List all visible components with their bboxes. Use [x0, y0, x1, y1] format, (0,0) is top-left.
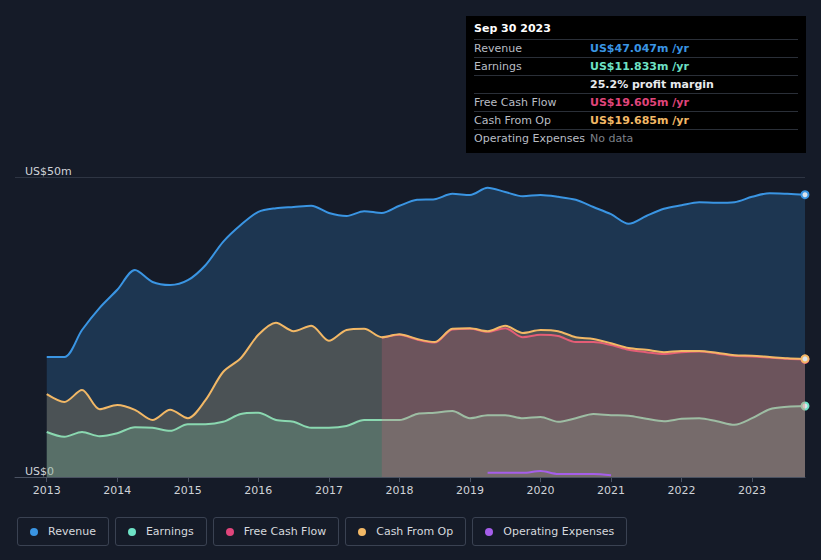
- html-text:Revenue: Revenue: [48, 525, 96, 538]
- svg-text:2020: 2020: [526, 484, 554, 497]
- svg-text:2017: 2017: [315, 484, 343, 497]
- svg-text:2016: 2016: [244, 484, 272, 497]
- svg-text:2022: 2022: [668, 484, 696, 497]
- html-text:Earnings: Earnings: [474, 60, 522, 73]
- svg-text:US$0: US$0: [25, 465, 54, 478]
- html-text:US$19.685m /yr: US$19.685m /yr: [590, 114, 689, 127]
- html-text:25.2% profit margin: 25.2% profit margin: [590, 78, 714, 91]
- html-text:US$11.833m /yr: US$11.833m /yr: [590, 60, 689, 73]
- html-text:Cash From Op: Cash From Op: [474, 114, 551, 127]
- html-text:US$19.605m /yr: US$19.605m /yr: [590, 96, 689, 109]
- html-text:Cash From Op: Cash From Op: [376, 525, 454, 538]
- svg-text:2014: 2014: [103, 484, 131, 497]
- html-text:Sep 30 2023: Sep 30 2023: [474, 22, 551, 35]
- svg-text:2023: 2023: [738, 484, 766, 497]
- svg-text:2015: 2015: [174, 484, 202, 497]
- svg-text:US$50m: US$50m: [25, 165, 72, 178]
- html-text:US$47.047m /yr: US$47.047m /yr: [590, 42, 689, 55]
- html-text:Free Cash Flow: Free Cash Flow: [243, 525, 327, 538]
- html-text:Operating Expenses: Operating Expenses: [474, 132, 585, 145]
- html-text:No data: No data: [590, 132, 634, 145]
- svg-text:2018: 2018: [385, 484, 413, 497]
- html-text:Free Cash Flow: Free Cash Flow: [474, 96, 557, 109]
- svg-text:2013: 2013: [33, 484, 61, 497]
- html-text:Operating Expenses: Operating Expenses: [503, 525, 615, 538]
- html-text:Earnings: Earnings: [145, 525, 194, 538]
- svg-text:2019: 2019: [456, 484, 484, 497]
- html-text:Revenue: Revenue: [474, 42, 522, 55]
- svg-text:2021: 2021: [597, 484, 625, 497]
